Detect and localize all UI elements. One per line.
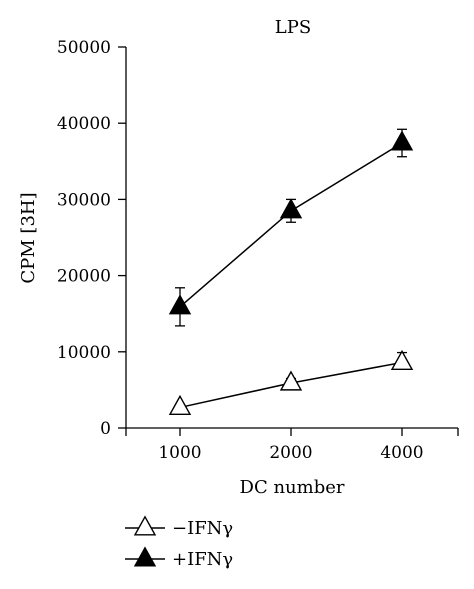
data-point-marker: [168, 294, 192, 315]
y-tick-label: 10000: [57, 343, 111, 363]
data-point-marker: [279, 198, 303, 219]
series-layer: [168, 128, 414, 415]
y-tick-label: 30000: [57, 190, 111, 210]
y-axis-ticks: 0 10000 20000 30000 40000 50000: [57, 38, 126, 439]
legend-label: −IFNγ: [172, 518, 233, 539]
legend-label: +IFNγ: [172, 549, 233, 570]
x-tick-label: 2000: [269, 443, 312, 463]
x-axis-ticks: 1000 2000 4000: [125, 428, 459, 463]
data-point-marker: [390, 349, 414, 371]
data-point-marker: [168, 394, 192, 415]
legend-marker: [133, 546, 157, 567]
series-line: [179, 142, 403, 308]
y-tick-label: 50000: [57, 38, 111, 58]
x-tick-label: 4000: [380, 443, 423, 463]
y-tick-label: 40000: [57, 114, 111, 134]
legend-item-2: +IFNγ: [125, 546, 233, 570]
y-tick-label: 0: [100, 419, 111, 439]
chart-title: LPS: [275, 17, 311, 38]
x-tick-label: 1000: [158, 443, 201, 463]
x-axis-title: DC number: [240, 477, 345, 498]
y-axis-title: CPM [3H]: [18, 192, 39, 283]
data-point-marker: [279, 370, 303, 391]
legend-marker: [133, 515, 157, 536]
y-tick-label: 20000: [57, 267, 111, 287]
series-2: [168, 128, 414, 327]
data-point-marker: [390, 130, 414, 151]
legend-item-1: −IFNγ: [125, 515, 233, 539]
legend: −IFNγ +IFNγ: [125, 515, 233, 570]
series-1: [168, 349, 414, 415]
